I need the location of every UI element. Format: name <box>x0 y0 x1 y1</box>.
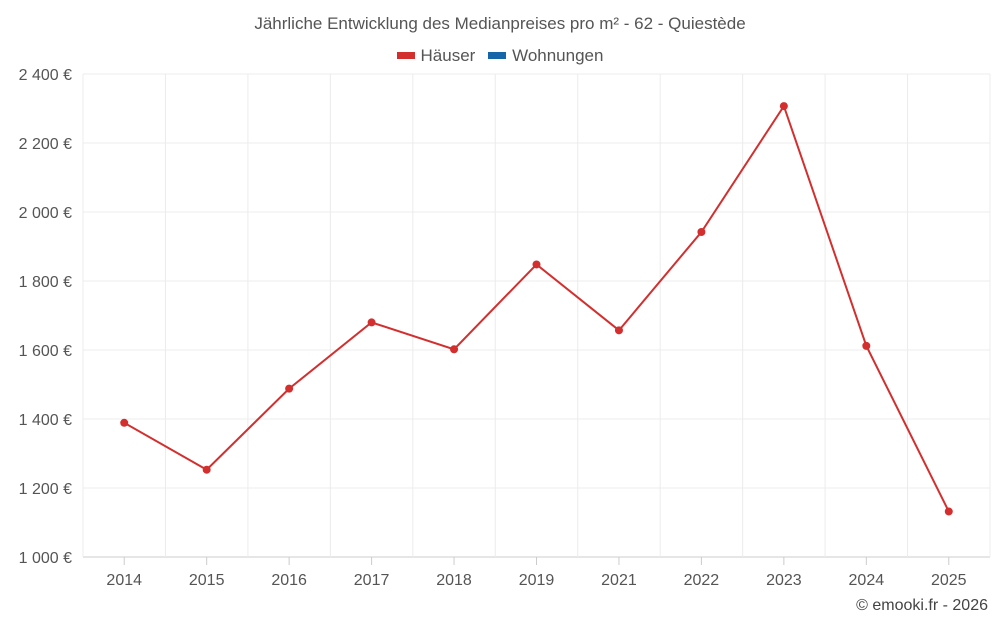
y-tick-label: 2 000 € <box>19 205 72 222</box>
y-tick-label: 1 000 € <box>19 550 72 567</box>
x-tick-label: 2019 <box>519 572 555 589</box>
legend-item-wohnungen[interactable]: Wohnungen <box>488 46 603 66</box>
x-tick-label: 2018 <box>436 572 472 589</box>
legend-swatch-haeuser <box>396 52 415 59</box>
x-tick-label: 2015 <box>189 572 225 589</box>
x-tick-label: 2022 <box>684 572 720 589</box>
legend-item-haeuser[interactable]: Häuser <box>396 45 476 66</box>
legend-label-haeuser: Häuser <box>420 45 476 65</box>
legend: Häuser Wohnungen <box>0 44 1000 66</box>
data-point <box>367 318 376 327</box>
x-tick-label: 2014 <box>106 572 142 589</box>
legend-label-wohnungen: Wohnungen <box>512 45 604 65</box>
x-tick-label: 2025 <box>931 572 967 589</box>
x-tick-label: 2023 <box>766 572 802 589</box>
data-point <box>450 345 459 354</box>
x-tick-label: 2024 <box>849 572 885 589</box>
x-tick-label: 2017 <box>354 572 390 589</box>
data-point <box>862 341 871 350</box>
data-point <box>285 384 294 393</box>
x-tick-label: 2016 <box>271 572 307 589</box>
y-tick-label: 1 800 € <box>19 274 72 291</box>
legend-swatch-wohnungen <box>488 52 507 59</box>
y-tick-label: 1 200 € <box>19 481 72 498</box>
data-point <box>532 260 541 269</box>
data-point <box>614 326 623 335</box>
chart-title: Jährliche Entwicklung des Medianpreises … <box>254 14 746 33</box>
credit-text: © emooki.fr - 2026 <box>856 597 988 614</box>
y-tick-label: 1 600 € <box>19 343 72 360</box>
y-tick-label: 1 400 € <box>19 412 72 429</box>
y-tick-label: 2 400 € <box>19 67 72 84</box>
data-point <box>779 102 788 111</box>
data-point <box>697 228 706 237</box>
x-tick-label: 2021 <box>601 572 637 589</box>
data-point <box>944 507 953 516</box>
data-point <box>120 418 129 427</box>
y-tick-label: 2 200 € <box>19 136 72 153</box>
data-point <box>202 465 211 474</box>
